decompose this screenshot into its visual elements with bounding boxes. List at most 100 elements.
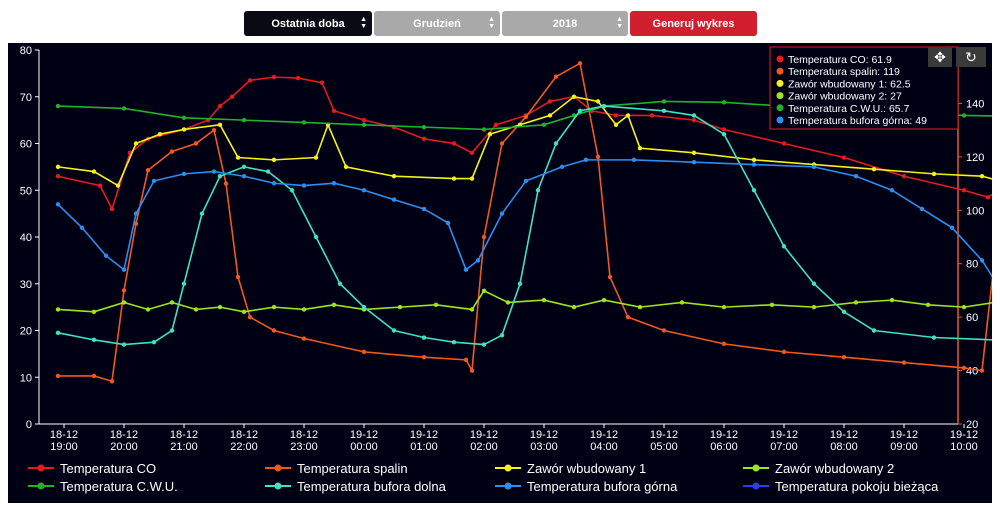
data-point-zaw-r-wbudowany-1 [871, 167, 877, 172]
legend-marker [504, 482, 512, 490]
data-point-temperatura-bufora-g-rna [331, 181, 337, 186]
data-point-zaw-r-wbudowany-1 [157, 131, 163, 137]
data-point-zaw-r-wbudowany-1 [133, 141, 139, 146]
data-point-temperatura-bufora-g-rna [361, 188, 367, 193]
legend-item-label[interactable]: Temperatura C.W.U. [60, 479, 178, 494]
legend-marker [504, 464, 512, 472]
month-select[interactable]: Grudzień ▲ ▼ [374, 11, 500, 36]
y-left-tick-label: 20 [20, 326, 32, 338]
legend-item-label[interactable]: Temperatura spalin [297, 461, 408, 476]
data-point-temperatura-bufora-dolna [811, 281, 817, 286]
tooltip-marker [776, 79, 784, 87]
data-point-temperatura-spalin [553, 74, 559, 79]
tooltip-marker [776, 92, 784, 100]
y-right-tick-label: 100 [966, 205, 984, 217]
data-point-temperatura-bufora-dolna [841, 309, 847, 314]
legend-marker [752, 464, 760, 472]
data-point-zaw-r-wbudowany-2 [601, 297, 607, 303]
data-point-zaw-r-wbudowany-2 [889, 297, 895, 303]
data-point-temperatura-co [271, 74, 277, 80]
data-point-temperatura-c-w-u- [721, 100, 727, 105]
legend-item-label[interactable]: Temperatura pokoju bieżąca [775, 479, 939, 494]
data-point-temperatura-bufora-dolna [337, 281, 343, 286]
data-point-temperatura-co [649, 113, 655, 118]
series-line-temperatura-spalin[interactable] [58, 62, 992, 383]
data-point-temperatura-spalin [499, 141, 505, 146]
data-point-temperatura-spalin [607, 274, 613, 280]
data-point-temperatura-bufora-g-rna [691, 160, 697, 165]
tooltip-entry: Temperatura C.W.U.: 65.7 [788, 103, 910, 115]
data-point-temperatura-bufora-dolna [217, 174, 223, 179]
x-tick-label: 19-12 08:00 [830, 429, 858, 453]
data-point-zaw-r-wbudowany-2 [301, 307, 307, 312]
data-point-temperatura-co [691, 117, 697, 123]
y-right-tick-label: 20 [966, 419, 978, 431]
legend-item-label[interactable]: Zawór wbudowany 2 [775, 461, 894, 476]
data-point-temperatura-bufora-dolna [661, 108, 667, 113]
legend-item-label[interactable]: Temperatura bufora górna [527, 479, 678, 494]
data-point-temperatura-bufora-g-rna [391, 197, 397, 202]
data-point-temperatura-spalin [193, 141, 199, 146]
y-left-tick-label: 30 [20, 279, 32, 291]
x-tick-label: 19-12 05:00 [650, 429, 678, 453]
x-tick-label: 19-12 03:00 [530, 429, 558, 453]
data-point-zaw-r-wbudowany-2 [481, 288, 487, 293]
data-point-temperatura-spalin [841, 355, 847, 360]
data-point-zaw-r-wbudowany-2 [433, 302, 439, 307]
data-point-temperatura-spalin [523, 114, 529, 119]
series-line-temperatura-co[interactable] [57, 76, 992, 212]
series-line-zaw-r-wbudowany-2[interactable] [57, 270, 992, 313]
data-point-temperatura-co [421, 136, 427, 142]
data-point-temperatura-bufora-dolna [391, 328, 397, 333]
data-point-zaw-r-wbudowany-2 [145, 307, 151, 312]
data-point-temperatura-spalin [463, 357, 469, 363]
range-select[interactable]: Ostatnia doba ▲ ▼ [244, 11, 372, 36]
data-point-zaw-r-wbudowany-1 [547, 113, 553, 118]
data-point-temperatura-co [985, 195, 991, 200]
legend-item-label[interactable]: Zawór wbudowany 1 [527, 461, 646, 476]
data-point-temperatura-bufora-dolna [499, 332, 505, 338]
data-point-temperatura-spalin [421, 355, 427, 360]
legend-marker [274, 464, 282, 472]
data-point-temperatura-bufora-g-rna [853, 174, 859, 179]
data-point-temperatura-spalin [961, 365, 967, 371]
x-tick-label: 18-12 19:00 [50, 429, 78, 453]
data-point-temperatura-c-w-u- [121, 106, 127, 111]
select-caret-icon: ▲ ▼ [488, 16, 495, 30]
data-point-temperatura-bufora-dolna [481, 342, 487, 347]
y-right-tick-label: 80 [966, 259, 978, 271]
data-point-temperatura-bufora-g-rna [949, 225, 955, 230]
chart-area[interactable]: 0 10 20 30 40 50 60 70 80 20 40 60 80 100 120 140 18-12 1… [8, 43, 992, 503]
data-point-temperatura-bufora-g-rna [583, 157, 589, 163]
data-point-temperatura-co [493, 122, 499, 128]
data-point-zaw-r-wbudowany-2 [811, 304, 817, 310]
y-left-tick-label: 60 [20, 139, 32, 151]
y-left-tick-label: 10 [20, 372, 32, 384]
data-point-temperatura-spalin [577, 61, 583, 66]
data-point-zaw-r-wbudowany-2 [571, 304, 577, 310]
data-point-temperatura-bufora-dolna [517, 281, 523, 286]
pan-button[interactable] [928, 47, 952, 67]
data-point-temperatura-co [97, 183, 103, 188]
x-tick-label: 19-12 02:00 [470, 429, 498, 453]
data-point-temperatura-c-w-u- [421, 124, 427, 130]
data-point-temperatura-spalin [721, 341, 727, 347]
data-point-temperatura-bufora-g-rna [121, 267, 127, 272]
reset-button[interactable] [956, 47, 986, 67]
data-point-zaw-r-wbudowany-1 [235, 155, 241, 160]
data-point-temperatura-co [547, 99, 553, 104]
data-point-temperatura-bufora-dolna [241, 164, 247, 170]
data-point-temperatura-bufora-dolna [199, 211, 205, 216]
legend-item-label[interactable]: Temperatura CO [60, 461, 156, 476]
data-point-temperatura-bufora-dolna [721, 131, 727, 137]
data-point-zaw-r-wbudowany-1 [181, 127, 187, 132]
x-tick-label: 19-12 09:00 [890, 429, 918, 453]
legend-item-label[interactable]: Temperatura bufora dolna [297, 479, 447, 494]
year-select[interactable]: 2018 ▲ ▼ [502, 11, 628, 36]
data-point-zaw-r-wbudowany-2 [241, 309, 247, 314]
series-line-zaw-r-wbudowany-1[interactable] [57, 95, 992, 187]
data-point-temperatura-bufora-g-rna [421, 206, 427, 212]
generate-chart-button[interactable]: Generuj wykres [630, 11, 757, 36]
line-chart[interactable]: 0 10 20 30 40 50 60 70 80 20 40 60 80 100 120 140 18-12 1… [8, 43, 992, 503]
data-point-zaw-r-wbudowany-2 [397, 304, 403, 310]
